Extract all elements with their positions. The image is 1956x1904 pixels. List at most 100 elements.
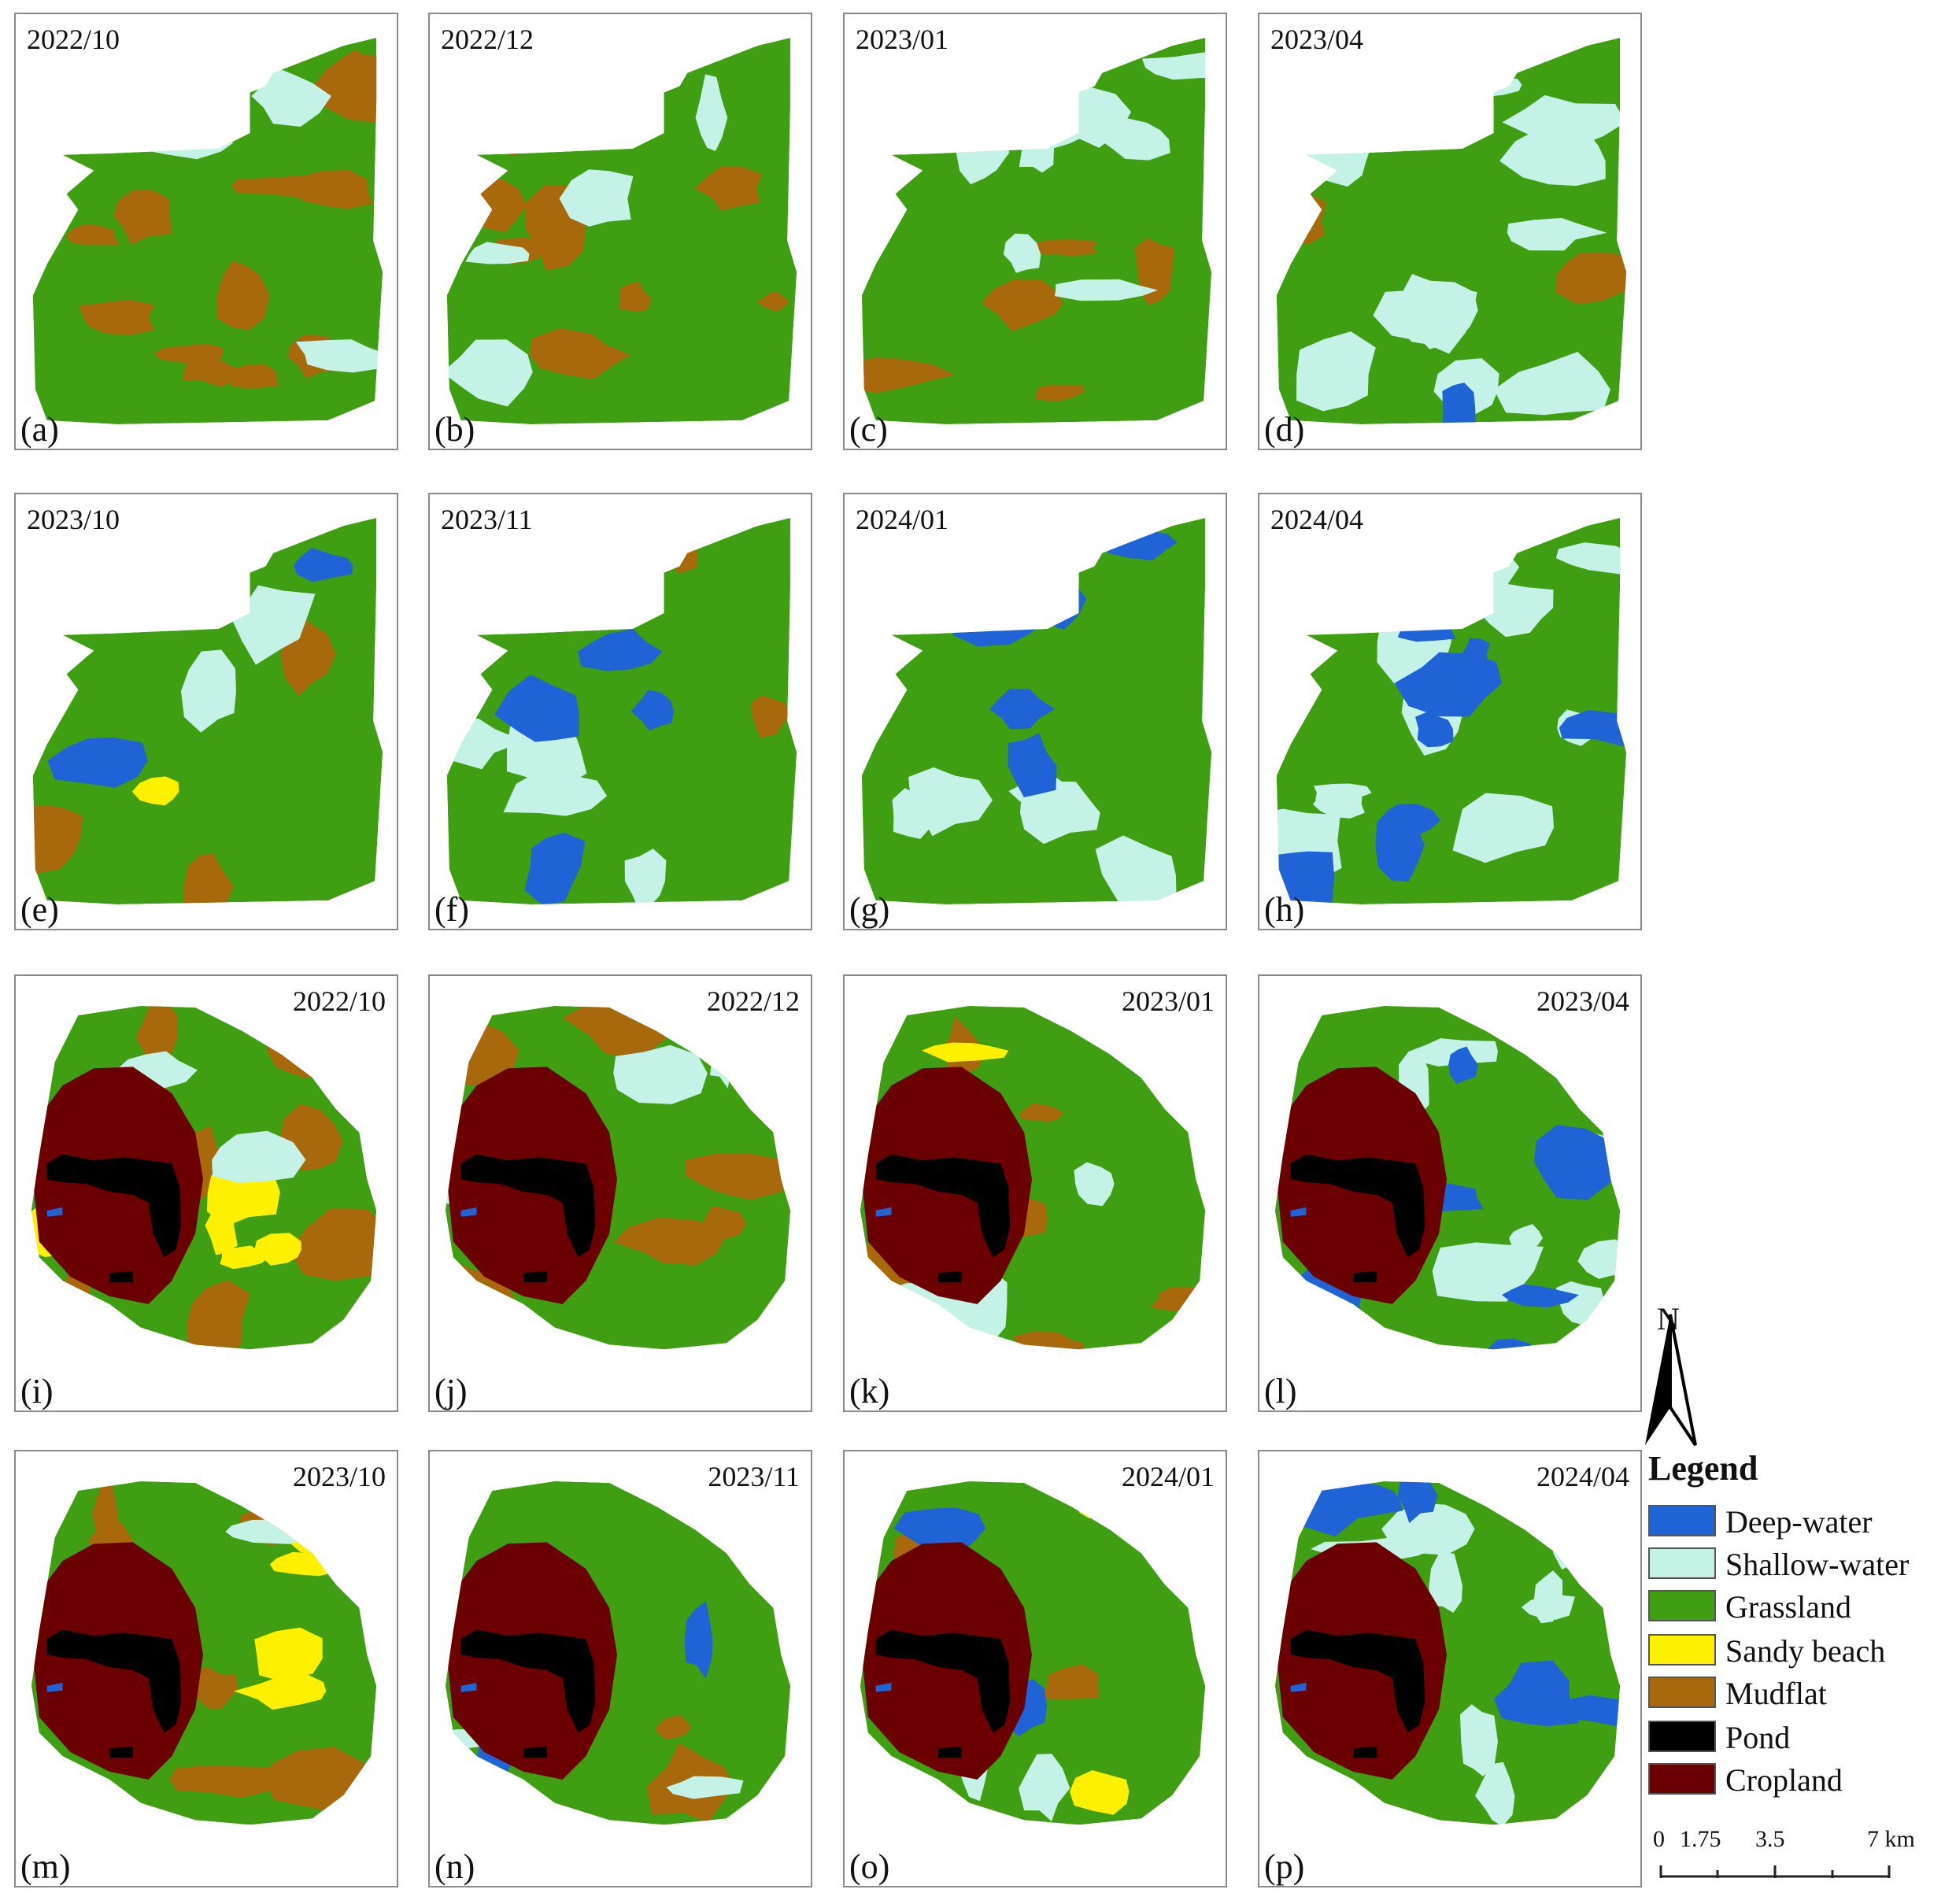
map-panel: (n) 2023/11 xyxy=(428,1450,812,1887)
legend-label: Mudflat xyxy=(1725,1676,1827,1711)
legend-label: Deep-water xyxy=(1725,1504,1873,1540)
panel-letter-label: (f) xyxy=(434,890,469,929)
mudflat-area xyxy=(190,1666,238,1709)
panel-letter-label: (g) xyxy=(849,890,890,929)
classification-map xyxy=(31,1481,377,1825)
deep-water-area xyxy=(494,675,580,742)
mudflat-area xyxy=(288,1208,377,1281)
legend-swatch xyxy=(1648,1547,1716,1579)
panel-letter-label: (m) xyxy=(20,1847,71,1886)
sandy-beach-area xyxy=(1069,1770,1130,1815)
map-panel: (k) 2023/01 xyxy=(843,974,1227,1412)
panel-letter-label: (b) xyxy=(434,410,475,449)
panel-letter-label: (e) xyxy=(20,890,59,929)
shallow-water-area xyxy=(446,718,525,770)
map-panel: (b) 2022/12 xyxy=(428,13,812,450)
mudflat-area xyxy=(1555,252,1627,305)
mudflat-area xyxy=(988,518,1033,568)
legend-swatch xyxy=(1648,1505,1716,1536)
mudflat-area xyxy=(671,538,698,574)
panel-date-label: 2024/01 xyxy=(1121,1461,1215,1492)
shallow-water-area xyxy=(446,339,533,407)
classification-map xyxy=(1276,518,1627,904)
deep-water-area xyxy=(875,1207,892,1217)
scale-tick-label: 3.5 xyxy=(1755,1826,1785,1852)
panel-date-label: 2023/10 xyxy=(27,504,120,535)
legend-label: Cropland xyxy=(1725,1762,1843,1798)
deep-water-area xyxy=(1397,1481,1438,1524)
mudflat-area xyxy=(1035,384,1085,402)
deep-water-area xyxy=(1533,1125,1621,1200)
legend-label: Sandy beach xyxy=(1725,1633,1886,1669)
classification-map xyxy=(1274,1481,1621,1825)
shallow-water-area xyxy=(464,1806,542,1825)
classification-map xyxy=(860,1481,1206,1825)
shallow-water-area xyxy=(892,788,939,839)
shallow-water-area xyxy=(1141,52,1212,80)
map-panel: (d) 2023/04 xyxy=(1258,13,1642,450)
shallow-water-area xyxy=(1019,1754,1070,1821)
panel-date-label: 2023/10 xyxy=(292,1461,386,1492)
panel-letter-label: (c) xyxy=(849,410,888,449)
shallow-water-area xyxy=(180,649,236,733)
pond-area xyxy=(1290,1154,1425,1283)
map-panel: (o) 2024/01 xyxy=(843,1450,1227,1887)
mudflat-area xyxy=(135,1005,178,1063)
mudflat-area xyxy=(319,49,374,109)
mudflat-area xyxy=(32,804,83,874)
deep-water-area xyxy=(1397,608,1456,642)
classification-map xyxy=(1274,1005,1621,1350)
classification-map xyxy=(861,518,1212,904)
panel-letter-label: (n) xyxy=(434,1847,475,1886)
map-panel: (m) 2023/10 xyxy=(14,1450,398,1887)
shallow-water-area xyxy=(975,40,1033,124)
legend-swatch xyxy=(1648,1590,1716,1621)
shallow-water-area xyxy=(1406,281,1478,349)
legend-swatch xyxy=(1648,1677,1716,1708)
mudflat-area xyxy=(231,364,279,389)
classification-map xyxy=(861,38,1212,424)
panel-letter-label: (l) xyxy=(1264,1372,1297,1410)
map-panel: (j) 2022/12 xyxy=(428,974,812,1412)
deep-water-area xyxy=(1140,1484,1206,1537)
deep-water-area xyxy=(47,737,148,788)
pond-area xyxy=(875,1629,1011,1758)
map-panel: (a) 2022/10 xyxy=(14,13,398,450)
panel-date-label: 2022/10 xyxy=(292,985,386,1017)
legend-swatch xyxy=(1648,1721,1716,1752)
shallow-water-area xyxy=(1280,139,1370,187)
deep-water-area xyxy=(1290,1207,1307,1217)
deep-water-area xyxy=(479,553,582,625)
deep-water-area xyxy=(46,1207,63,1217)
sandy-beach-area xyxy=(234,1673,327,1710)
classification-map xyxy=(445,1005,791,1350)
mudflat-area xyxy=(305,1503,334,1547)
shallow-water-area xyxy=(695,74,728,152)
deep-water-area xyxy=(893,1507,986,1555)
panel-letter-label: (o) xyxy=(849,1847,890,1886)
mudflat-area xyxy=(187,1280,250,1350)
pond-area xyxy=(875,1154,1011,1283)
legend-label: Pond xyxy=(1725,1720,1791,1755)
shallow-water-area xyxy=(1003,233,1041,273)
deep-water-area xyxy=(1333,1481,1403,1518)
shallow-water-area xyxy=(666,1776,744,1799)
north-arrow-icon xyxy=(1645,1314,1697,1447)
panel-date-label: 2024/01 xyxy=(856,504,949,535)
shallow-water-area xyxy=(624,848,667,904)
deep-water-area xyxy=(460,1207,477,1217)
shallow-water-area xyxy=(1314,783,1372,804)
pond-area xyxy=(460,1629,596,1758)
shallow-water-area xyxy=(1074,1162,1115,1207)
deep-water-area xyxy=(726,1502,791,1553)
shallow-water-area xyxy=(1296,331,1376,412)
pond-area xyxy=(1290,1629,1425,1758)
shallow-water-area xyxy=(1493,351,1610,416)
legend-swatch xyxy=(1648,1763,1716,1795)
mudflat-area xyxy=(169,1765,280,1799)
shallow-water-area xyxy=(1432,1242,1544,1302)
shallow-water-area xyxy=(1459,1704,1498,1776)
shallow-water-area xyxy=(1054,279,1158,301)
shallow-water-area xyxy=(1509,1224,1544,1251)
shallow-water-area xyxy=(1475,1762,1515,1825)
